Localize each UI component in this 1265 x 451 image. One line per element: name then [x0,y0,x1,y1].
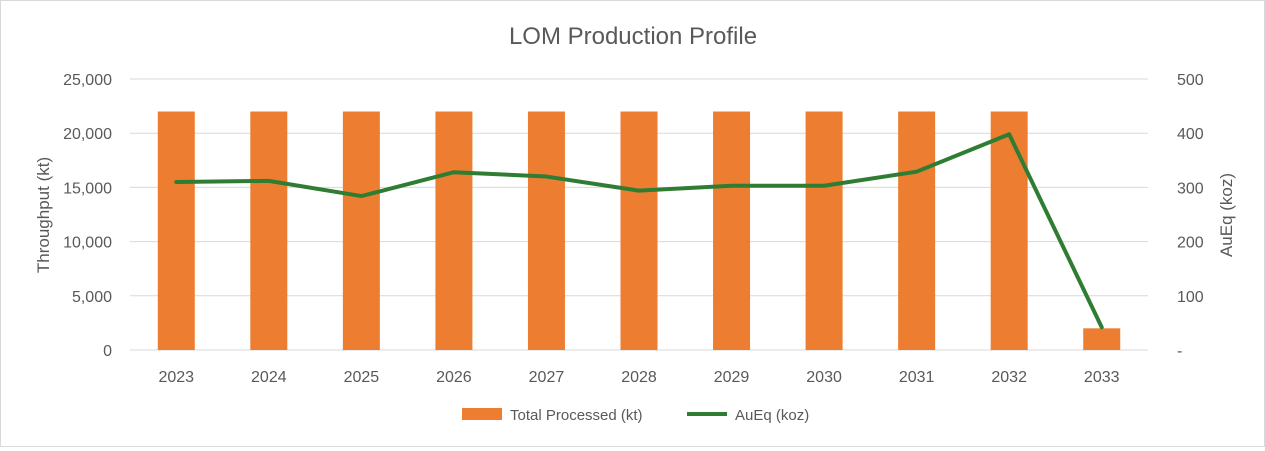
right-axis-ticks: - 100 200 300 400 500 [1177,72,1204,360]
y-tick-label: 15,000 [63,180,112,197]
y-tick-label: 0 [103,343,112,360]
y2-tick-label: 100 [1177,289,1204,306]
x-tick-label: 2027 [529,369,565,386]
y-tick-label: 5,000 [72,289,112,306]
bar [1083,328,1121,350]
x-axis-ticks: 2023 2024 2025 2026 2027 2028 2029 2030 2031 2032… [158,369,1119,386]
legend-bar-label: Total Processed (kt) [510,407,643,424]
bar [250,111,288,351]
bar [898,111,936,351]
bar [620,111,658,351]
x-tick-label: 2024 [251,369,287,386]
line-series [174,132,1104,330]
y2-tick-label: - [1177,343,1182,360]
x-tick-label: 2025 [344,369,380,386]
x-tick-label: 2029 [714,369,750,386]
y2-tick-label: 200 [1177,235,1204,252]
legend: Total Processed (kt) AuEq (koz) [462,407,809,424]
bar [435,111,473,351]
x-tick-label: 2031 [899,369,935,386]
legend-bar-swatch [462,408,502,420]
y2-tick-label: 400 [1177,126,1204,143]
x-tick-label: 2023 [158,369,194,386]
y-tick-label: 20,000 [63,126,112,143]
x-tick-label: 2033 [1084,369,1120,386]
y-tick-label: 10,000 [63,235,112,252]
y-axis-title: Throughput (kt) [34,157,53,273]
bar [990,111,1028,351]
chart-title: LOM Production Profile [509,23,757,50]
x-tick-label: 2028 [621,369,657,386]
aueq-line [174,132,1104,330]
y2-tick-label: 300 [1177,180,1204,197]
x-tick-label: 2026 [436,369,472,386]
legend-line-label: AuEq (koz) [735,407,809,424]
y2-tick-label: 500 [1177,72,1204,89]
bar [527,111,565,351]
bar-series [157,111,1121,351]
x-tick-label: 2030 [806,369,842,386]
x-tick-label: 2032 [991,369,1027,386]
bar [713,111,751,351]
left-axis-ticks: 0 5,000 10,000 15,000 20,000 25,000 [63,72,112,360]
y-tick-label: 25,000 [63,72,112,89]
bar [157,111,195,351]
bar [805,111,843,351]
y2-axis-title: AuEq (koz) [1217,173,1236,257]
bar [342,111,380,351]
